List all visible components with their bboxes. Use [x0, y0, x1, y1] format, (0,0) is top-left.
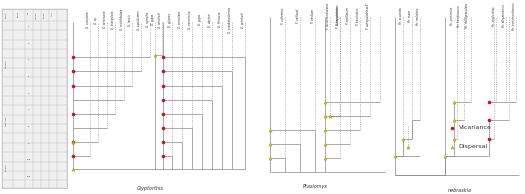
Text: G. flexuosa: G. flexuosa — [218, 12, 222, 28]
Point — [321, 128, 329, 131]
Text: Hr. mara: Hr. mara — [407, 10, 412, 22]
Text: 2: 2 — [28, 26, 29, 27]
Point — [321, 142, 329, 145]
Point — [321, 156, 329, 159]
Point — [159, 140, 167, 144]
Point — [403, 145, 412, 148]
Text: G. multifibulata: G. multifibulata — [120, 9, 124, 30]
Text: Europ: Europ — [44, 11, 45, 18]
Text: Hr. alligatorensis: Hr. alligatorensis — [502, 5, 506, 28]
Point — [68, 56, 77, 59]
Text: 4: 4 — [28, 59, 29, 60]
Point — [450, 138, 459, 141]
Text: Ptasiomys: Ptasiomys — [302, 184, 327, 189]
Point — [448, 126, 457, 129]
Text: G. laevis: G. laevis — [128, 14, 132, 26]
Text: P. cardium: P. cardium — [311, 9, 315, 23]
Text: 9: 9 — [28, 143, 29, 144]
Text: G. nympha: G. nympha — [146, 12, 150, 27]
Text: P. basilicatus: P. basilicatus — [356, 7, 360, 25]
Point — [321, 100, 329, 103]
Text: Epoch: Epoch — [6, 11, 7, 18]
Point — [68, 140, 77, 144]
Point — [151, 53, 160, 56]
Text: Hr. portsmouthensis: Hr. portsmouthensis — [512, 2, 516, 30]
Point — [159, 56, 167, 59]
Text: G. attenuata: G. attenuata — [103, 11, 108, 29]
Text: 7: 7 — [28, 109, 29, 110]
Point — [440, 154, 449, 158]
Text: G. daytoni: G. daytoni — [208, 13, 212, 27]
Text: Hr. aculeata: Hr. aculeata — [398, 8, 403, 24]
Text: Ma: Ma — [28, 11, 29, 15]
Text: P. autopoladrinaeB: P. autopoladrinaeB — [366, 3, 370, 29]
Text: G. gigas: G. gigas — [198, 14, 202, 25]
Text: 10g: 10g — [27, 176, 30, 177]
Text: G. costulata: G. costulata — [87, 12, 90, 28]
Text: 6: 6 — [28, 93, 29, 94]
Point — [68, 84, 77, 87]
Point — [68, 112, 77, 115]
Point — [391, 154, 399, 158]
Text: Eocene: Eocene — [6, 164, 7, 171]
Point — [159, 84, 167, 87]
Point — [68, 70, 77, 73]
Text: Miocene: Miocene — [6, 60, 7, 68]
Point — [266, 156, 274, 159]
Point — [68, 140, 77, 144]
Point — [159, 126, 167, 129]
Bar — [2, 10, 67, 188]
Point — [266, 142, 274, 145]
Point — [485, 119, 494, 122]
Text: Hr. freedmorum: Hr. freedmorum — [457, 5, 461, 27]
Text: 3: 3 — [28, 42, 29, 44]
Text: G. equidistans: G. equidistans — [138, 10, 141, 30]
Text: G. excentrica: G. excentrica — [188, 11, 192, 29]
Text: G. crenulata: G. crenulata — [178, 11, 182, 28]
Text: Hr. coolicottae: Hr. coolicottae — [492, 6, 496, 26]
Text: P. coffeanus: P. coffeanus — [281, 8, 285, 24]
Text: P. caillaudi: P. caillaudi — [296, 9, 300, 23]
Point — [159, 112, 167, 115]
Text: Oligocene: Oligocene — [6, 115, 7, 126]
Text: Glyptorthis: Glyptorthis — [137, 186, 164, 191]
Text: G. biangulata: G. biangulata — [111, 11, 116, 29]
Text: Stage: Stage — [18, 11, 19, 17]
Text: 10p: 10p — [27, 159, 30, 160]
Text: Hr. pertentus: Hr. pertentus — [450, 7, 455, 25]
Point — [159, 70, 167, 73]
Text: P. autopoladrinae: P. autopoladrinae — [336, 4, 340, 28]
Text: G. winchelli: G. winchelli — [158, 12, 162, 28]
Point — [68, 154, 77, 158]
Point — [485, 138, 494, 141]
Point — [450, 119, 459, 122]
Text: Asia: Asia — [52, 11, 53, 16]
Text: G. glyptes: G. glyptes — [168, 13, 172, 27]
Text: 5: 5 — [28, 76, 29, 77]
Point — [68, 168, 77, 171]
Text: Hr. muliebris: Hr. muliebris — [416, 7, 419, 25]
Text: P. lacunosorbulatus: P. lacunosorbulatus — [326, 3, 330, 29]
Text: Vicariance: Vicariance — [458, 125, 491, 130]
Text: P. antillarum: P. antillarum — [346, 8, 350, 24]
Text: Dispersal: Dispersal — [458, 144, 488, 149]
Point — [159, 98, 167, 101]
Text: Hr. multigranulata: Hr. multigranulata — [466, 4, 469, 29]
Text: G. gigas: G. gigas — [151, 14, 155, 25]
Point — [450, 100, 459, 103]
Text: G. winchelli: G. winchelli — [241, 12, 245, 28]
Point — [485, 100, 494, 103]
Text: NALMA: NALMA — [36, 11, 37, 19]
Text: G. piankatankensis: G. piankatankensis — [228, 7, 232, 33]
Text: G. sp.: G. sp. — [94, 16, 98, 24]
Point — [266, 128, 274, 131]
Text: 8: 8 — [28, 126, 29, 127]
Point — [326, 114, 334, 117]
Point — [398, 138, 407, 141]
Point — [448, 145, 457, 148]
Point — [159, 154, 167, 158]
Text: nebraskia: nebraskia — [447, 188, 471, 193]
Point — [321, 114, 329, 117]
Text: P. baconensis: P. baconensis — [336, 7, 340, 25]
